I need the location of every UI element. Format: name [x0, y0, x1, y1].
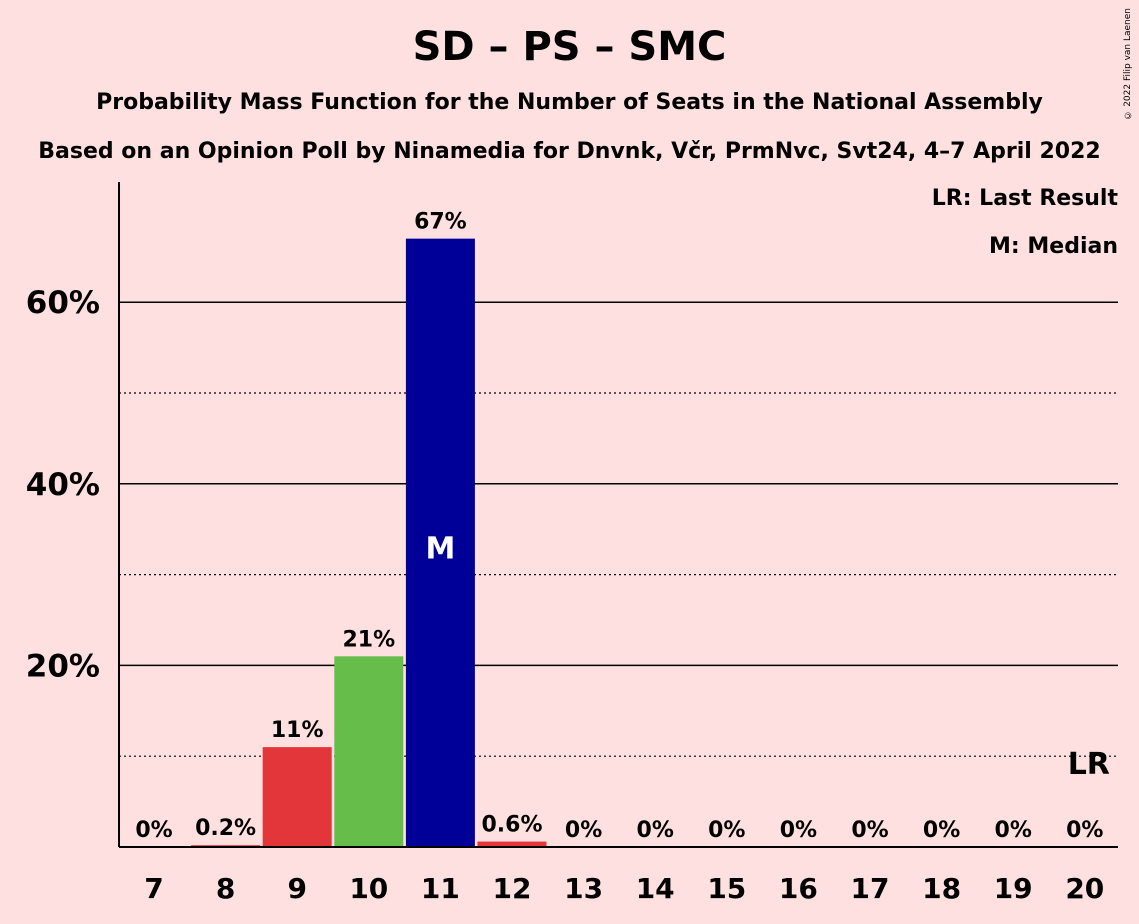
- data-label-8: 0.2%: [195, 816, 256, 841]
- data-label-7: 0%: [135, 818, 172, 843]
- chart-subtitle: Probability Mass Function for the Number…: [96, 90, 1043, 115]
- x-tick-label-9: 9: [287, 872, 306, 905]
- x-tick-label-14: 14: [636, 872, 675, 905]
- data-label-9: 11%: [271, 718, 324, 743]
- y-tick-label: 20%: [26, 648, 100, 684]
- x-tick-label-15: 15: [707, 872, 746, 905]
- bar-11: [405, 238, 475, 847]
- bar-12: [477, 841, 547, 847]
- chart-subtitle-source: Based on an Opinion Poll by Ninamedia fo…: [38, 139, 1101, 164]
- bar-10: [334, 656, 404, 847]
- median-marker: M: [425, 531, 455, 566]
- x-tick-label-19: 19: [994, 872, 1033, 905]
- x-tick-label-11: 11: [421, 872, 460, 905]
- data-label-18: 0%: [923, 818, 960, 843]
- data-label-12: 0.6%: [481, 813, 542, 838]
- data-label-20: 0%: [1066, 818, 1103, 843]
- data-label-14: 0%: [637, 818, 674, 843]
- y-tick-label: 60%: [26, 285, 100, 321]
- chart-title: SD – PS – SMC: [412, 24, 727, 70]
- data-label-17: 0%: [851, 818, 888, 843]
- x-tick-label-16: 16: [779, 872, 818, 905]
- data-label-13: 0%: [565, 818, 602, 843]
- x-tick-label-10: 10: [349, 872, 388, 905]
- bar-9: [262, 747, 332, 847]
- x-tick-label-7: 7: [144, 872, 163, 905]
- data-label-15: 0%: [708, 818, 745, 843]
- x-tick-label-20: 20: [1065, 872, 1104, 905]
- legend-last-result: LR: Last Result: [931, 186, 1118, 211]
- data-label-16: 0%: [780, 818, 817, 843]
- x-tick-label-17: 17: [851, 872, 890, 905]
- x-tick-label-8: 8: [216, 872, 235, 905]
- x-tick-label-12: 12: [493, 872, 532, 905]
- data-label-11: 67%: [414, 210, 467, 235]
- data-label-19: 0%: [995, 818, 1032, 843]
- y-tick-label: 40%: [26, 467, 100, 503]
- x-tick-label-13: 13: [564, 872, 603, 905]
- data-label-10: 21%: [342, 627, 395, 652]
- last-result-marker: LR: [1068, 747, 1110, 782]
- x-tick-label-18: 18: [922, 872, 961, 905]
- legend-median: M: Median: [989, 234, 1118, 259]
